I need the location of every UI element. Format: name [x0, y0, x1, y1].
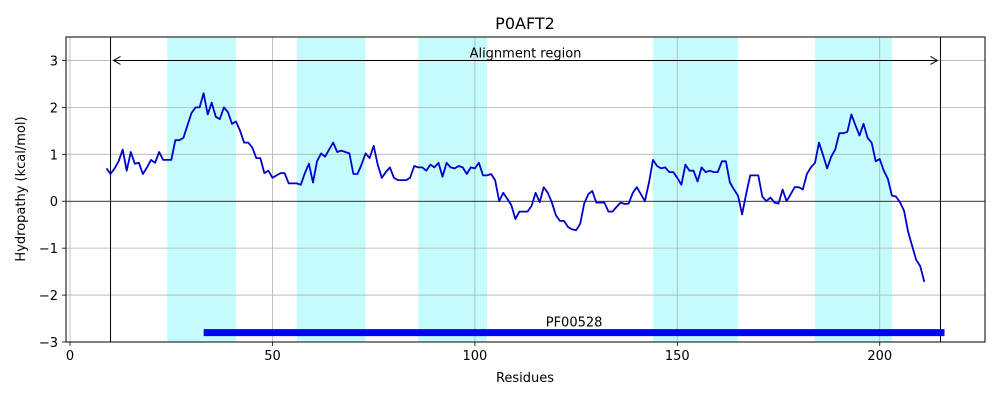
- y-tick-label: 0: [50, 195, 58, 210]
- shaded-region-1: [296, 37, 366, 342]
- y-tick-label: 2: [50, 101, 58, 116]
- x-tick-label: 0: [66, 349, 74, 364]
- y-tick-label: −3: [39, 336, 58, 351]
- y-tick-label: −1: [39, 242, 58, 257]
- x-tick-label: 50: [264, 349, 281, 364]
- x-axis-label: Residues: [496, 371, 554, 386]
- x-tick-label: 150: [665, 349, 690, 364]
- y-axis-label: Hydropathy (kcal/mol): [14, 116, 29, 261]
- alignment-arrowhead-left: [112, 56, 121, 65]
- shaded-region-2: [418, 37, 488, 342]
- chart-title: P0AFT2: [495, 14, 555, 33]
- y-tick-label: 1: [50, 148, 58, 163]
- shaded-region-4: [814, 37, 892, 342]
- domain-label-0: PF00528: [546, 316, 603, 331]
- x-tick-label: 100: [462, 349, 487, 364]
- alignment-arrowhead-right: [930, 56, 939, 65]
- alignment-region-label: Alignment region: [470, 46, 582, 61]
- hydropathy-series-line: [105, 92, 926, 283]
- y-tick-label: 3: [50, 54, 58, 69]
- shaded-region-0: [167, 37, 237, 342]
- shaded-region-3: [653, 37, 739, 342]
- x-tick-label: 200: [867, 349, 892, 364]
- plot-frame: [65, 36, 986, 343]
- y-tick-label: −2: [39, 289, 58, 304]
